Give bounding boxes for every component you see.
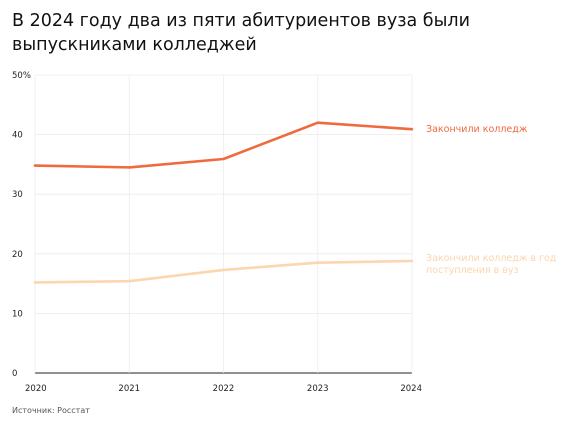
y-tick-label: 50% xyxy=(12,71,31,81)
series-line-1 xyxy=(33,121,414,169)
x-tick-label: 2022 xyxy=(213,384,235,394)
series-label-2: Закончили колледж в год поступления в вуз xyxy=(426,253,557,276)
series-label-1: Закончили колледж xyxy=(426,124,528,135)
y-tick-label: 10 xyxy=(12,309,23,319)
series-line-2 xyxy=(33,259,414,284)
x-tick-label: 2024 xyxy=(400,384,422,394)
x-tick-label: 2021 xyxy=(118,384,140,394)
source-note: Источник: Росстат xyxy=(12,406,90,415)
y-axis: 0 10 20 30 40 50% xyxy=(12,71,31,379)
chart-title: В 2024 году два из пяти абитуриентов вуз… xyxy=(12,11,470,55)
y-tick-label: 40 xyxy=(12,131,23,141)
chart-series xyxy=(33,121,414,284)
x-tick-label: 2020 xyxy=(25,384,47,394)
series-labels: Закончили колледж Закончили колледж в год… xyxy=(426,124,557,276)
x-tick-label: 2023 xyxy=(307,384,329,394)
chart-grid xyxy=(34,74,413,374)
x-axis: 2020 2021 2022 2023 2024 xyxy=(25,384,422,394)
y-tick-label: 30 xyxy=(12,190,23,200)
y-tick-label: 0 xyxy=(12,369,17,379)
y-tick-label: 20 xyxy=(12,250,23,260)
